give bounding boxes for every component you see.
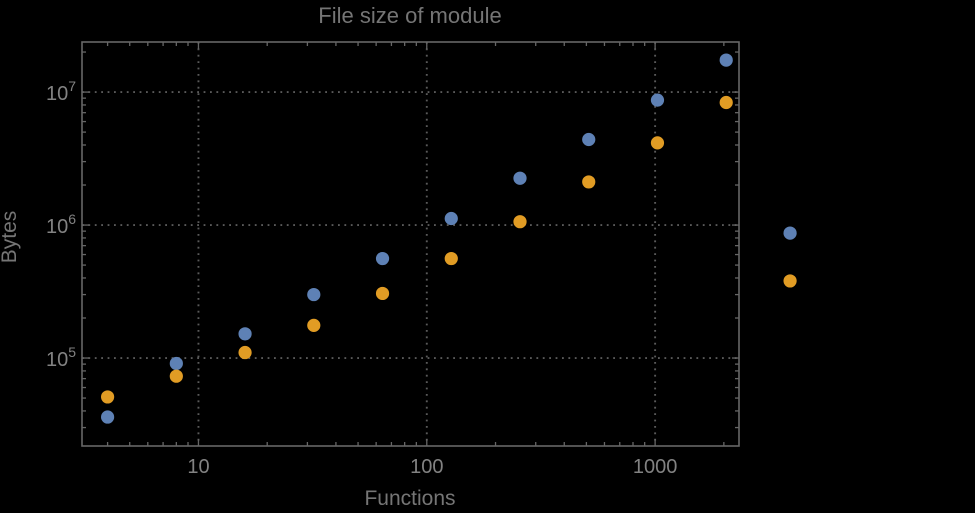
chart-title: File size of module [318,3,501,28]
data-point-series-orange [307,318,321,332]
tick-layer [82,42,739,446]
y-tick-label: 105 [46,344,76,371]
data-point-series-blue [100,410,115,424]
data-point-series-orange [719,95,733,110]
data-point-series-blue [513,171,527,185]
data-point-series-orange [444,251,458,266]
data-point-series-orange [169,369,183,383]
data-point-series-blue [783,226,797,240]
tick-label-layer: 10 100 1000 105 106 107 [46,78,677,478]
data-point-series-blue [719,53,733,67]
data-point-series-blue [307,287,321,302]
y-tick-label: 106 [46,211,76,238]
data-point-series-orange [582,175,596,189]
frame-layer [81,41,740,447]
x-tick-label: 10 [187,456,209,478]
data-point-series-blue [375,251,390,266]
y-tick-label: 107 [46,78,76,105]
data-point-series-blue [238,327,252,341]
x-axis-label: Functions [364,487,455,510]
x-tick-label: 1000 [633,456,678,478]
plot-frame [81,41,740,447]
data-point-series-orange [783,274,797,288]
grid-layer [82,42,739,446]
x-tick-label: 100 [410,456,443,478]
data-point-series-blue [650,93,665,107]
data-point-series-blue [444,211,458,226]
data-point-series-orange [650,136,665,150]
data-point-series-orange [238,345,252,360]
data-point-series-blue [582,132,596,147]
y-axis-label: Bytes [0,211,21,264]
data-point-series-orange [100,390,115,404]
data-point-series-orange [513,215,527,229]
data-point-series-blue [169,356,183,371]
data-points-layer [100,53,797,424]
data-point-series-orange [375,286,390,301]
